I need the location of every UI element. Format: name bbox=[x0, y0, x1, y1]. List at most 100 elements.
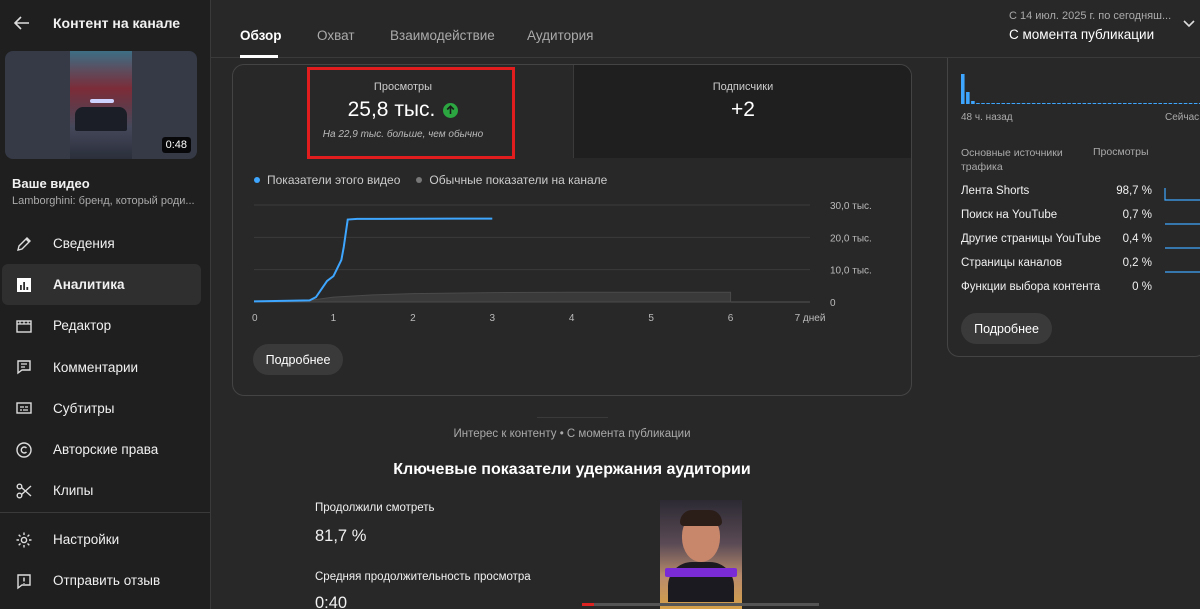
sidebar-header: Контент на канале bbox=[0, 0, 211, 46]
traffic-source-label: Страницы каналов bbox=[961, 257, 1062, 269]
tab-overview[interactable]: Обзор bbox=[240, 28, 282, 43]
subscribers-label: Подписчики bbox=[712, 81, 774, 93]
traffic-source-value: 0,7 % bbox=[1122, 209, 1152, 221]
tab-audience[interactable]: Аудитория bbox=[527, 28, 594, 43]
preview-progress-fill bbox=[582, 603, 594, 606]
sparkline-bar bbox=[971, 101, 975, 104]
sparkline-bar bbox=[1188, 103, 1193, 104]
metric-subscribers[interactable]: Подписчики +2 bbox=[573, 65, 911, 158]
metric-views[interactable]: Просмотры 25,8 тыс. На 22,9 тыс. больше,… bbox=[233, 65, 573, 158]
sparkline-bar bbox=[1006, 103, 1011, 104]
sparkline-bar bbox=[1031, 103, 1036, 104]
chart-y-tick-label: 30,0 тыс. bbox=[830, 201, 872, 212]
sparkline-bar bbox=[1117, 103, 1122, 104]
sparkline-bar bbox=[1062, 103, 1066, 104]
chart-x-tick-label: 0 bbox=[252, 313, 258, 324]
retention-video-preview[interactable] bbox=[660, 500, 742, 609]
chart-y-tick-label: 0 bbox=[830, 298, 836, 309]
date-range-selector[interactable]: С 14 июл. 2025 г. по сегодняш... С момен… bbox=[1009, 10, 1171, 42]
chart-x-tick-label: 7 дней bbox=[795, 313, 826, 324]
chevron-down-icon[interactable] bbox=[1182, 19, 1196, 29]
feedback-icon bbox=[14, 571, 34, 591]
sidebar-item-details[interactable]: Сведения bbox=[2, 223, 201, 264]
sparkline-bar bbox=[961, 74, 965, 104]
sparkline-bar bbox=[1193, 103, 1198, 104]
traffic-source-value: 98,7 % bbox=[1116, 185, 1152, 197]
sparkline-bar bbox=[1001, 103, 1006, 104]
realtime-sparkline bbox=[961, 74, 1200, 104]
legend-typical[interactable]: Обычные показатели на канале bbox=[416, 173, 607, 187]
preview-progress-bar[interactable] bbox=[582, 603, 819, 606]
active-tab-indicator bbox=[240, 55, 278, 58]
video-title: Lamborghini: бренд, который роди... bbox=[12, 195, 195, 207]
chart-x-tick-label: 3 bbox=[490, 313, 496, 324]
sparkline-bar bbox=[1168, 103, 1173, 104]
sparkline-bar bbox=[1107, 103, 1112, 104]
tab-reach[interactable]: Охват bbox=[317, 28, 355, 43]
sparkline-bar bbox=[1026, 103, 1031, 104]
legend-dot-this-video bbox=[254, 177, 260, 183]
interest-subtitle: Интерес к контенту • С момента публикаци… bbox=[453, 428, 691, 440]
sparkline-bar bbox=[981, 103, 985, 104]
video-duration: 0:48 bbox=[161, 137, 191, 153]
sidebar-item-label: Авторские права bbox=[53, 442, 159, 458]
sidebar-item-analytics[interactable]: Аналитика bbox=[2, 264, 201, 306]
legend-this-video[interactable]: Показатели этого видео bbox=[254, 173, 400, 187]
legend-label: Показатели этого видео bbox=[267, 173, 401, 187]
sparkline-bar bbox=[1047, 103, 1051, 104]
chart-y-tick-label: 10,0 тыс. bbox=[830, 266, 872, 277]
traffic-source-row[interactable]: Страницы каналов 0,2 % bbox=[961, 257, 1200, 281]
sidebar-nav: Сведения Аналитика Редактор Комментарии … bbox=[0, 223, 211, 511]
sidebar-item-settings[interactable]: Настройки bbox=[2, 519, 201, 560]
traffic-source-label: Лента Shorts bbox=[961, 185, 1030, 197]
traffic-source-row[interactable]: Лента Shorts 98,7 % bbox=[961, 185, 1200, 209]
traffic-source-sparkline bbox=[1165, 271, 1200, 273]
more-button[interactable]: Подробнее bbox=[253, 344, 343, 375]
sparkline-bar bbox=[1112, 103, 1117, 104]
thumbnail-image bbox=[70, 51, 132, 159]
sidebar-item-label: Клипы bbox=[53, 483, 94, 499]
sidebar-item-copyright[interactable]: Авторские права bbox=[2, 429, 201, 470]
comments-icon bbox=[14, 357, 34, 377]
legend-label: Обычные показатели на канале bbox=[429, 173, 608, 187]
traffic-more-button[interactable]: Подробнее bbox=[961, 313, 1052, 344]
avg-view-duration-label: Средняя продолжительность просмотра bbox=[315, 571, 531, 583]
sparkline-bar bbox=[1016, 103, 1021, 104]
sidebar-item-clips[interactable]: Клипы bbox=[2, 470, 201, 511]
sidebar-item-comments[interactable]: Комментарии bbox=[2, 347, 201, 388]
chart-y-tick-label: 20,0 тыс. bbox=[830, 233, 872, 244]
chart-x-tick-label: 5 bbox=[648, 313, 654, 324]
sparkline-bar bbox=[1067, 103, 1071, 104]
sparkline-bar bbox=[1183, 103, 1188, 104]
sidebar-item-label: Аналитика bbox=[53, 277, 125, 293]
views-value: 25,8 тыс. bbox=[347, 98, 436, 121]
traffic-source-value: 0,4 % bbox=[1122, 233, 1152, 245]
traffic-source-label: Другие страницы YouTube bbox=[961, 233, 1101, 245]
traffic-source-sparkline bbox=[1165, 247, 1200, 249]
video-thumbnail[interactable]: 0:48 bbox=[5, 51, 197, 159]
traffic-source-value: 0 % bbox=[1132, 281, 1152, 293]
scissors-icon bbox=[14, 481, 34, 501]
thumbnail-car bbox=[75, 107, 127, 131]
sparkline-bar bbox=[1158, 103, 1162, 104]
copyright-icon bbox=[14, 440, 34, 460]
traffic-source-row[interactable]: Другие страницы YouTube 0,4 % bbox=[961, 233, 1200, 257]
legend-dot-typical bbox=[416, 177, 423, 183]
sparkline-bar bbox=[1072, 103, 1076, 104]
sidebar-item-subtitles[interactable]: Субтитры bbox=[2, 388, 201, 429]
sparkline-bar bbox=[1021, 103, 1026, 104]
tab-bar: Обзор Охват Взаимодействие Аудитория С 1… bbox=[211, 0, 1200, 58]
views-label: Просмотры bbox=[373, 81, 433, 93]
sparkline-bar bbox=[1087, 103, 1092, 104]
back-button[interactable] bbox=[0, 0, 44, 46]
sidebar-item-feedback[interactable]: Отправить отзыв bbox=[2, 560, 201, 601]
analytics-icon bbox=[14, 275, 34, 295]
views-chart[interactable]: 30,0 тыс. 20,0 тыс. 10,0 тыс. 0 0 1 2 3 4 5 6 7 дне… bbox=[232, 195, 912, 330]
tab-engagement[interactable]: Взаимодействие bbox=[390, 28, 495, 43]
chart-x-tick-label: 2 bbox=[410, 313, 416, 324]
sidebar-item-editor[interactable]: Редактор bbox=[2, 305, 201, 346]
traffic-source-row[interactable]: Функции выбора контента 0 % bbox=[961, 281, 1200, 305]
traffic-source-row[interactable]: Поиск на YouTube 0,7 % bbox=[961, 209, 1200, 233]
sparkline-bar bbox=[976, 103, 980, 104]
views-highlight-box bbox=[307, 67, 515, 159]
